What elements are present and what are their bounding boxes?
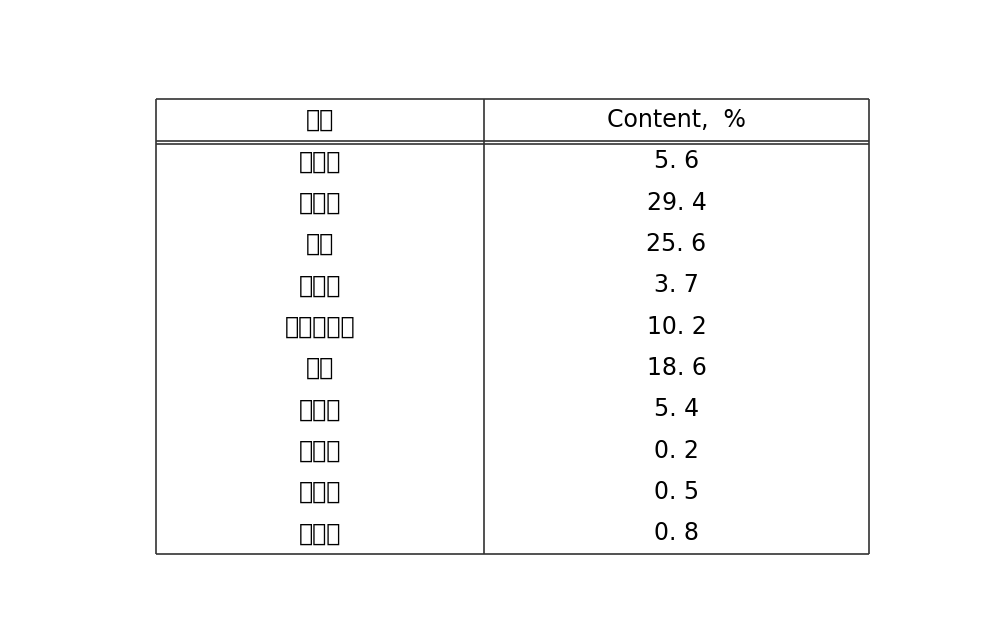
Text: Content,  %: Content, % bbox=[607, 108, 746, 132]
Text: 成分: 成分 bbox=[306, 108, 334, 132]
Text: 0. 5: 0. 5 bbox=[654, 480, 699, 504]
Text: 5. 4: 5. 4 bbox=[654, 397, 699, 421]
Text: 山崴酸: 山崴酸 bbox=[299, 521, 341, 546]
Text: 18. 6: 18. 6 bbox=[647, 356, 706, 380]
Text: 3. 7: 3. 7 bbox=[654, 273, 699, 297]
Text: 0. 8: 0. 8 bbox=[654, 521, 699, 546]
Text: 亚油酸: 亚油酸 bbox=[299, 191, 341, 214]
Text: 硬脂酸: 硬脂酸 bbox=[299, 273, 341, 297]
Text: 芥酸: 芥酸 bbox=[306, 356, 334, 380]
Text: 亚麻酸: 亚麻酸 bbox=[299, 480, 341, 504]
Text: 25. 6: 25. 6 bbox=[646, 232, 707, 256]
Text: 29. 4: 29. 4 bbox=[647, 191, 706, 214]
Text: 神经酸: 神经酸 bbox=[299, 397, 341, 421]
Text: 油酸: 油酸 bbox=[306, 232, 334, 256]
Text: 5. 6: 5. 6 bbox=[654, 150, 699, 173]
Text: 0. 2: 0. 2 bbox=[654, 438, 699, 463]
Text: 10. 2: 10. 2 bbox=[647, 315, 706, 339]
Text: 棕榈酸: 棕榈酸 bbox=[299, 150, 341, 173]
Text: 二十碳烯酸: 二十碳烯酸 bbox=[285, 315, 355, 339]
Text: 花生酸: 花生酸 bbox=[299, 438, 341, 463]
